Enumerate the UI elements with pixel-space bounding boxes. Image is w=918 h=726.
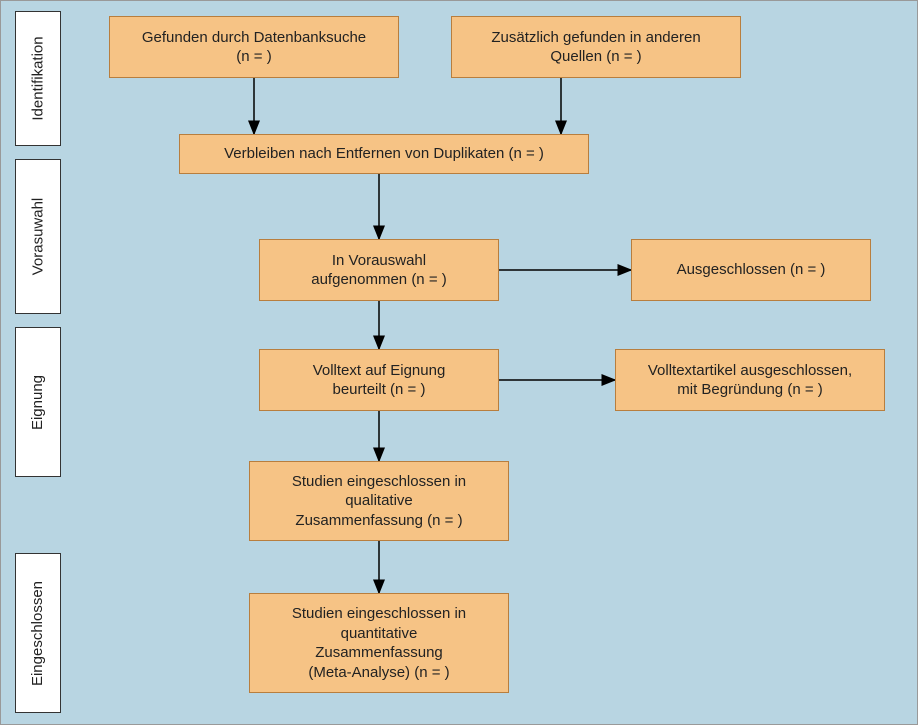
phase-label-text: Eingeschlossen: [30, 580, 47, 685]
node-n6: Volltext auf Eignungbeurteilt (n = ): [259, 349, 499, 411]
node-n7: Volltextartikel ausgeschlossen,mit Begrü…: [615, 349, 885, 411]
node-n1: Gefunden durch Datenbanksuche(n = ): [109, 16, 399, 78]
node-n3: Verbleiben nach Entfernen von Duplikaten…: [179, 134, 589, 174]
phase-ph2: Vorasuwahl: [15, 159, 61, 314]
node-n4: In Vorauswahlaufgenommen (n = ): [259, 239, 499, 301]
node-n2: Zusätzlich gefunden in anderenQuellen (n…: [451, 16, 741, 78]
node-n9: Studien eingeschlossen inquantitativeZus…: [249, 593, 509, 693]
phase-label-text: Identifikation: [30, 36, 47, 120]
node-n8: Studien eingeschlossen inqualitativeZusa…: [249, 461, 509, 541]
phase-label-text: Vorasuwahl: [30, 198, 47, 276]
phase-label-text: Eignung: [30, 374, 47, 429]
phase-ph4: Eingeschlossen: [15, 553, 61, 713]
prisma-flowchart: Identifikation Vorasuwahl Eignung Eingeschl…: [0, 0, 918, 725]
phase-ph1: Identifikation: [15, 11, 61, 146]
phase-ph3: Eignung: [15, 327, 61, 477]
node-n5: Ausgeschlossen (n = ): [631, 239, 871, 301]
